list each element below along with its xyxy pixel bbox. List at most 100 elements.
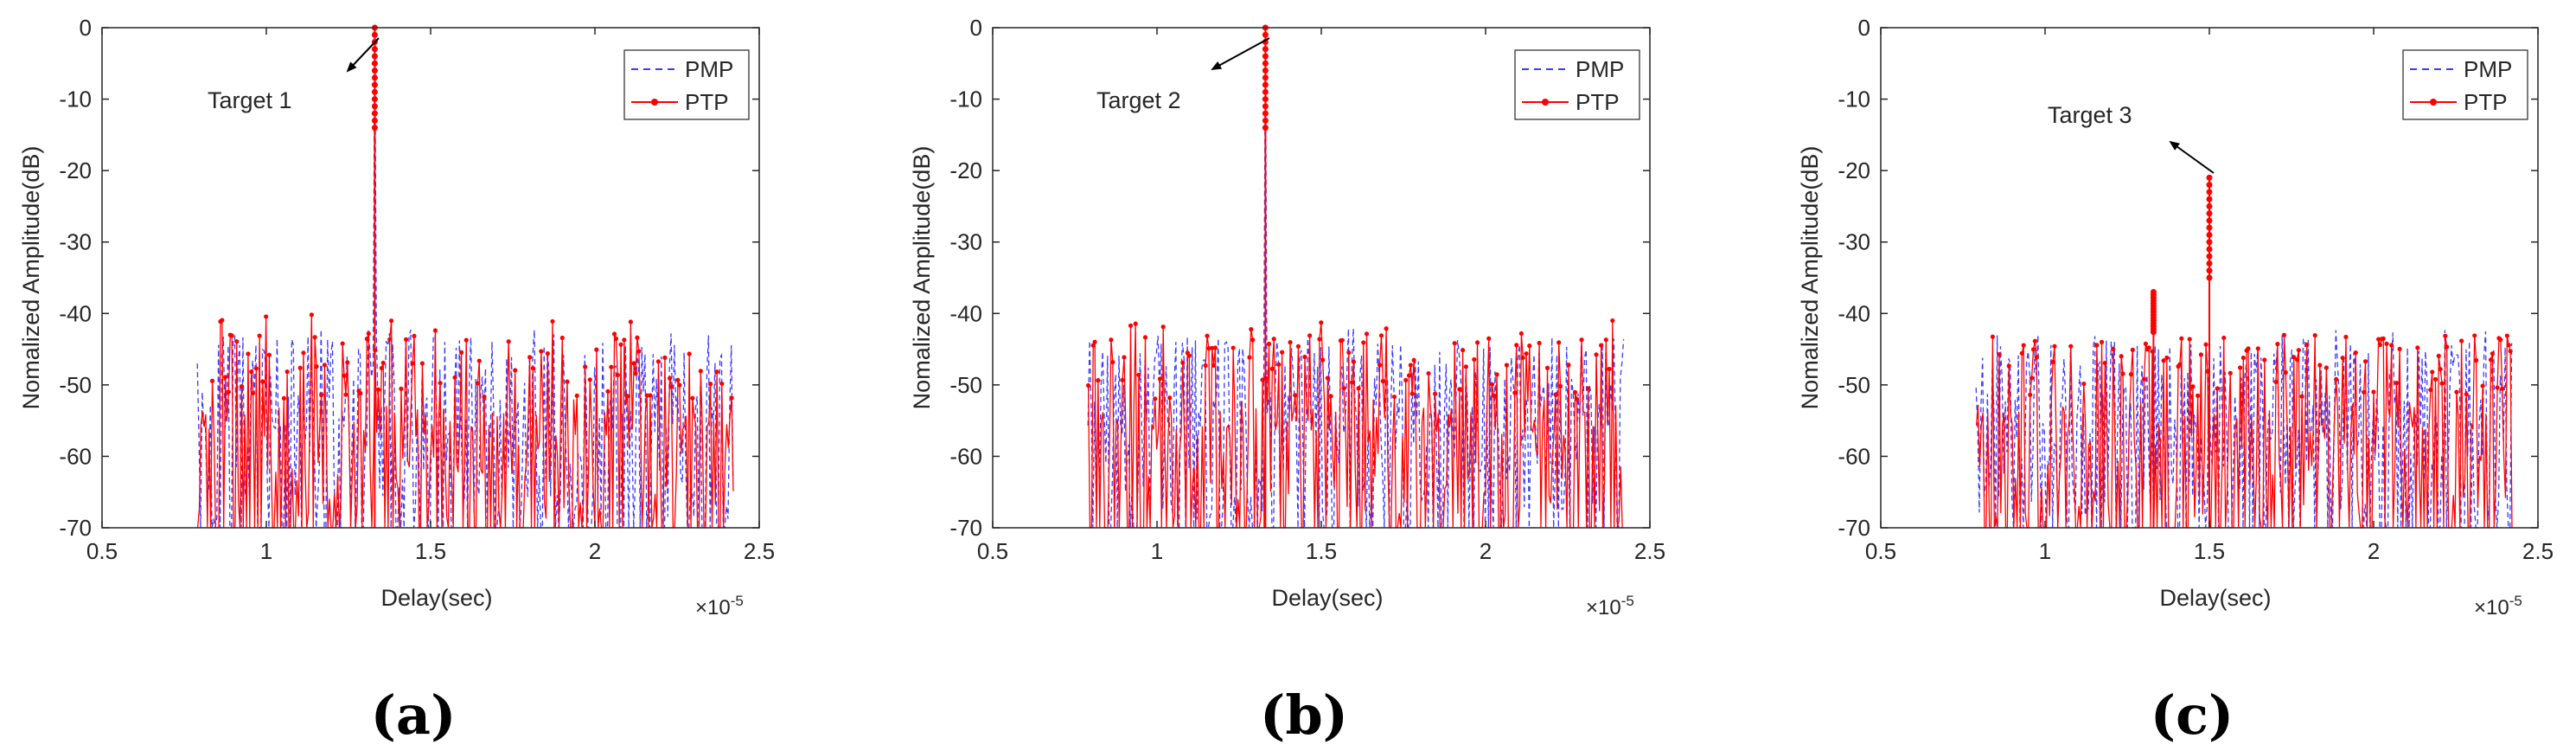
panel-c-ptp-point-203: [2304, 342, 2310, 348]
panel-c-ptp-point-96: [2130, 347, 2135, 352]
panel-b-peak-0-marker-10: [1262, 96, 1269, 103]
panel-c-ptp-point-58: [2068, 343, 2074, 349]
panel-b-legend-ptp-label: PTP: [1576, 89, 1620, 115]
panel-b-ptp-point-156: [1339, 337, 1345, 343]
panel-b-ptp-point-73: [1205, 333, 1210, 338]
panel-c-ptp-point-200: [2299, 394, 2304, 399]
panel-c-legend-ptp-label: PTP: [2464, 89, 2508, 115]
panel-c-ytick-label-0: 0: [1858, 15, 1870, 41]
panel-c-ptp-point-301: [2464, 392, 2469, 397]
panel-c-ptp-point-103: [2141, 376, 2147, 382]
panel-b-ptp-point-287: [1553, 392, 1558, 397]
panel-c-ptp-point-328: [2508, 349, 2513, 354]
panel-b-ptp-point-277: [1537, 340, 1542, 346]
panel-b-ptp-point-76: [1210, 345, 1215, 350]
panel-b-ptp-point-315: [1599, 343, 1604, 348]
panel-b-ytick-label-6: -60: [949, 443, 982, 469]
panel-c-ytick-label-1: -10: [1838, 87, 1870, 112]
panel-c-ptp-point-35: [2030, 347, 2036, 352]
panel-b-peak-0-marker-9: [1262, 88, 1269, 95]
panel-c-peak-0-marker-5: [2206, 210, 2213, 217]
panel-a-xtick-label-4: 2.5: [744, 538, 775, 564]
panel-a-series-ptp: [196, 314, 734, 529]
panel-c-ptp-point-279: [2428, 387, 2433, 393]
panel-c-ptp-point-247: [2376, 337, 2381, 342]
panel-c-ptp-point-280: [2430, 369, 2435, 375]
panel-a-ptp-point-24: [234, 339, 240, 344]
panel-c-ptp-point-327: [2506, 343, 2511, 348]
panel-c-label: (c): [2151, 684, 2234, 747]
panel-c-ptp-point-307: [2473, 357, 2479, 363]
panel-c-annotation-arrow: [2169, 140, 2215, 174]
panel-b-ptp-point-299: [1572, 389, 1578, 395]
panel-b-ptp-point-72: [1203, 363, 1208, 369]
panel-c-ptp-point-48: [2052, 343, 2057, 349]
panel-c-ptp-point-164: [2240, 355, 2246, 361]
panel-c-ptp-point-322: [2498, 337, 2503, 343]
panel-b-annotation-arrow: [1211, 37, 1270, 70]
panel-c-ptp-point-298: [2459, 338, 2464, 343]
panel-b-ptp-point-89: [1230, 345, 1236, 350]
panel-b-ptp-point-157: [1341, 386, 1346, 391]
panel-c-ptp-point-239: [2362, 359, 2368, 364]
panel-c-ptp-point-190: [2283, 369, 2288, 376]
panel-a-ptp-point-211: [539, 349, 544, 354]
panel-c-peak-0-marker-1: [2206, 182, 2213, 189]
panel-b-ptp-point-257: [1504, 363, 1510, 368]
panel-c-ptp-point-138: [2198, 352, 2203, 357]
panel-b-ptp-point-262: [1512, 390, 1518, 395]
panel-c-ptp-point-95: [2128, 372, 2134, 377]
panel-b-ptp-point-58: [1180, 360, 1186, 365]
panel-a-label: (a): [371, 684, 457, 747]
panel-a-legend-box: [623, 49, 750, 120]
panel-b-ptp-point-249: [1491, 393, 1496, 398]
panel-b-ptp-point-101: [1250, 337, 1256, 343]
panel-c-peak-0-marker-2: [2206, 189, 2213, 196]
panel-b-ptp-point-269: [1524, 351, 1529, 356]
panel-b-ptp-point-282: [1544, 365, 1550, 370]
panel-b-ptp-point-143: [1319, 320, 1324, 325]
panel-c-ptp-point-215: [2324, 365, 2329, 370]
panel-c-ptp-point-326: [2504, 333, 2509, 338]
panel-a-ptp-point-78: [322, 363, 328, 368]
panel-b-ptp-point-171: [1364, 331, 1370, 337]
panel-c-ptp-point-271: [2415, 345, 2420, 350]
panel-c-peak-0-marker-12: [2206, 260, 2213, 266]
panel-a-ptp-point-296: [677, 382, 682, 388]
panel-b-ptp-point-136: [1307, 333, 1313, 338]
panel-c-ytick-label-2: -20: [1838, 157, 1870, 183]
panel-b-ptp-point-163: [1351, 359, 1357, 364]
panel-b-ptp-point-29: [1133, 321, 1138, 326]
panel-a-xtick-label-2: 1.5: [415, 538, 446, 564]
panel-a-x-exponent: ×10-5: [695, 593, 744, 619]
panel-c-legend-ptp-marker: [2430, 99, 2437, 106]
panel-b-peak-0-marker-4: [1262, 53, 1269, 60]
panel-c-ptp-point-258: [2394, 381, 2399, 386]
panel-b-ptp-point-199: [1409, 391, 1415, 396]
panel-c-ptp-point-125: [2177, 362, 2183, 367]
panel-c-xtick-label-3: 2: [2368, 538, 2380, 564]
panel-a-ptp-point-128: [403, 337, 409, 342]
panel-c-ptp-point-126: [2179, 336, 2184, 341]
panel-c-peak-0-marker-8: [2206, 231, 2213, 238]
panel-b-ptp-point-114: [1271, 337, 1276, 342]
panel-c-ptp-point-115: [2161, 358, 2166, 363]
panel-c-xtick-label-1: 1: [2039, 538, 2051, 564]
panel-a-ptp-point-76: [319, 392, 324, 397]
panel-c-ptp-point-211: [2317, 363, 2323, 368]
panel-c-ptp-point-225: [2340, 356, 2345, 361]
panel-b-ptp-point-111: [1266, 341, 1272, 347]
panel-c-peak-0-marker-13: [2206, 267, 2213, 274]
panel-a-annotation-arrow: [346, 37, 380, 73]
panel-a-ptp-point-15: [220, 318, 225, 323]
panel-b-xtick-label-0: 0.5: [977, 538, 1008, 564]
panel-c-ptp-point-10: [1990, 334, 1996, 339]
panel-c-legend: PMP PTP: [2402, 49, 2528, 120]
panel-c-peak-1-marker-14: [2150, 329, 2157, 336]
panel-a-ptp-point-119: [389, 318, 394, 324]
panel-a-ytick-label-5: -50: [59, 372, 92, 398]
panel-c-ptp-point-195: [2292, 355, 2297, 360]
panel-b-ptp-point-169: [1361, 340, 1366, 345]
panel-b-ptp-point-198: [1408, 363, 1413, 368]
panel-c-xlabel: Delay(sec): [2159, 585, 2271, 611]
